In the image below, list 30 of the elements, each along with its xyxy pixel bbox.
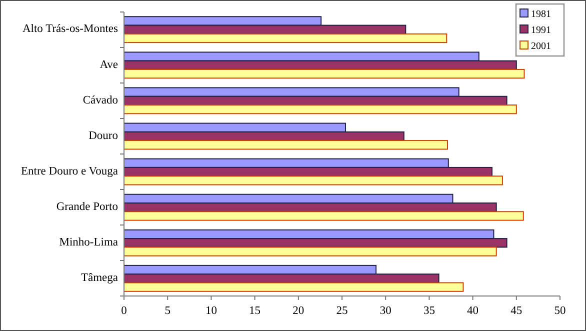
x-tick-label: 0 [121, 305, 128, 317]
x-tick-label: 15 [249, 305, 261, 317]
x-tick-label: 40 [467, 305, 479, 317]
bar [124, 140, 448, 150]
x-tick-label: 5 [164, 305, 171, 317]
bar [124, 282, 464, 292]
x-tick-label: 50 [554, 305, 566, 317]
bar [124, 246, 497, 256]
y-tick-label: Entre Douro e Vouga [21, 165, 118, 178]
x-tick-label: 45 [510, 305, 522, 317]
bar [124, 176, 503, 186]
y-tick-label: Grande Porto [56, 200, 118, 213]
legend-label: 1991 [531, 25, 551, 36]
legend-label: 1981 [531, 9, 551, 20]
y-tick-label: Tâmega [80, 272, 118, 284]
y-tick-label: Cávado [82, 94, 118, 106]
y-tick-label: Minho-Lima [59, 236, 118, 248]
y-tick-label: Douro [88, 130, 118, 142]
bar [124, 68, 525, 79]
y-tick-label: Alto Trás-os-Montes [22, 23, 119, 36]
x-tick-label: 10 [205, 305, 218, 317]
bar [124, 104, 517, 114]
x-tick-label: 30 [380, 305, 392, 317]
legend-label: 2001 [531, 41, 551, 52]
x-tick-label: 35 [423, 305, 436, 317]
x-tick-label: 25 [336, 305, 348, 317]
bar [124, 33, 448, 44]
bar [124, 211, 524, 221]
x-tick-label: 20 [292, 305, 304, 317]
y-tick-label: Ave [100, 58, 118, 71]
